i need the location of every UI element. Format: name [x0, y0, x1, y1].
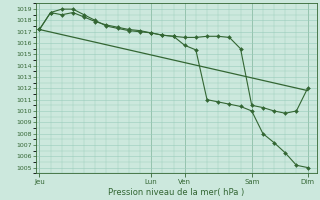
X-axis label: Pression niveau de la mer( hPa ): Pression niveau de la mer( hPa ) — [108, 188, 244, 197]
